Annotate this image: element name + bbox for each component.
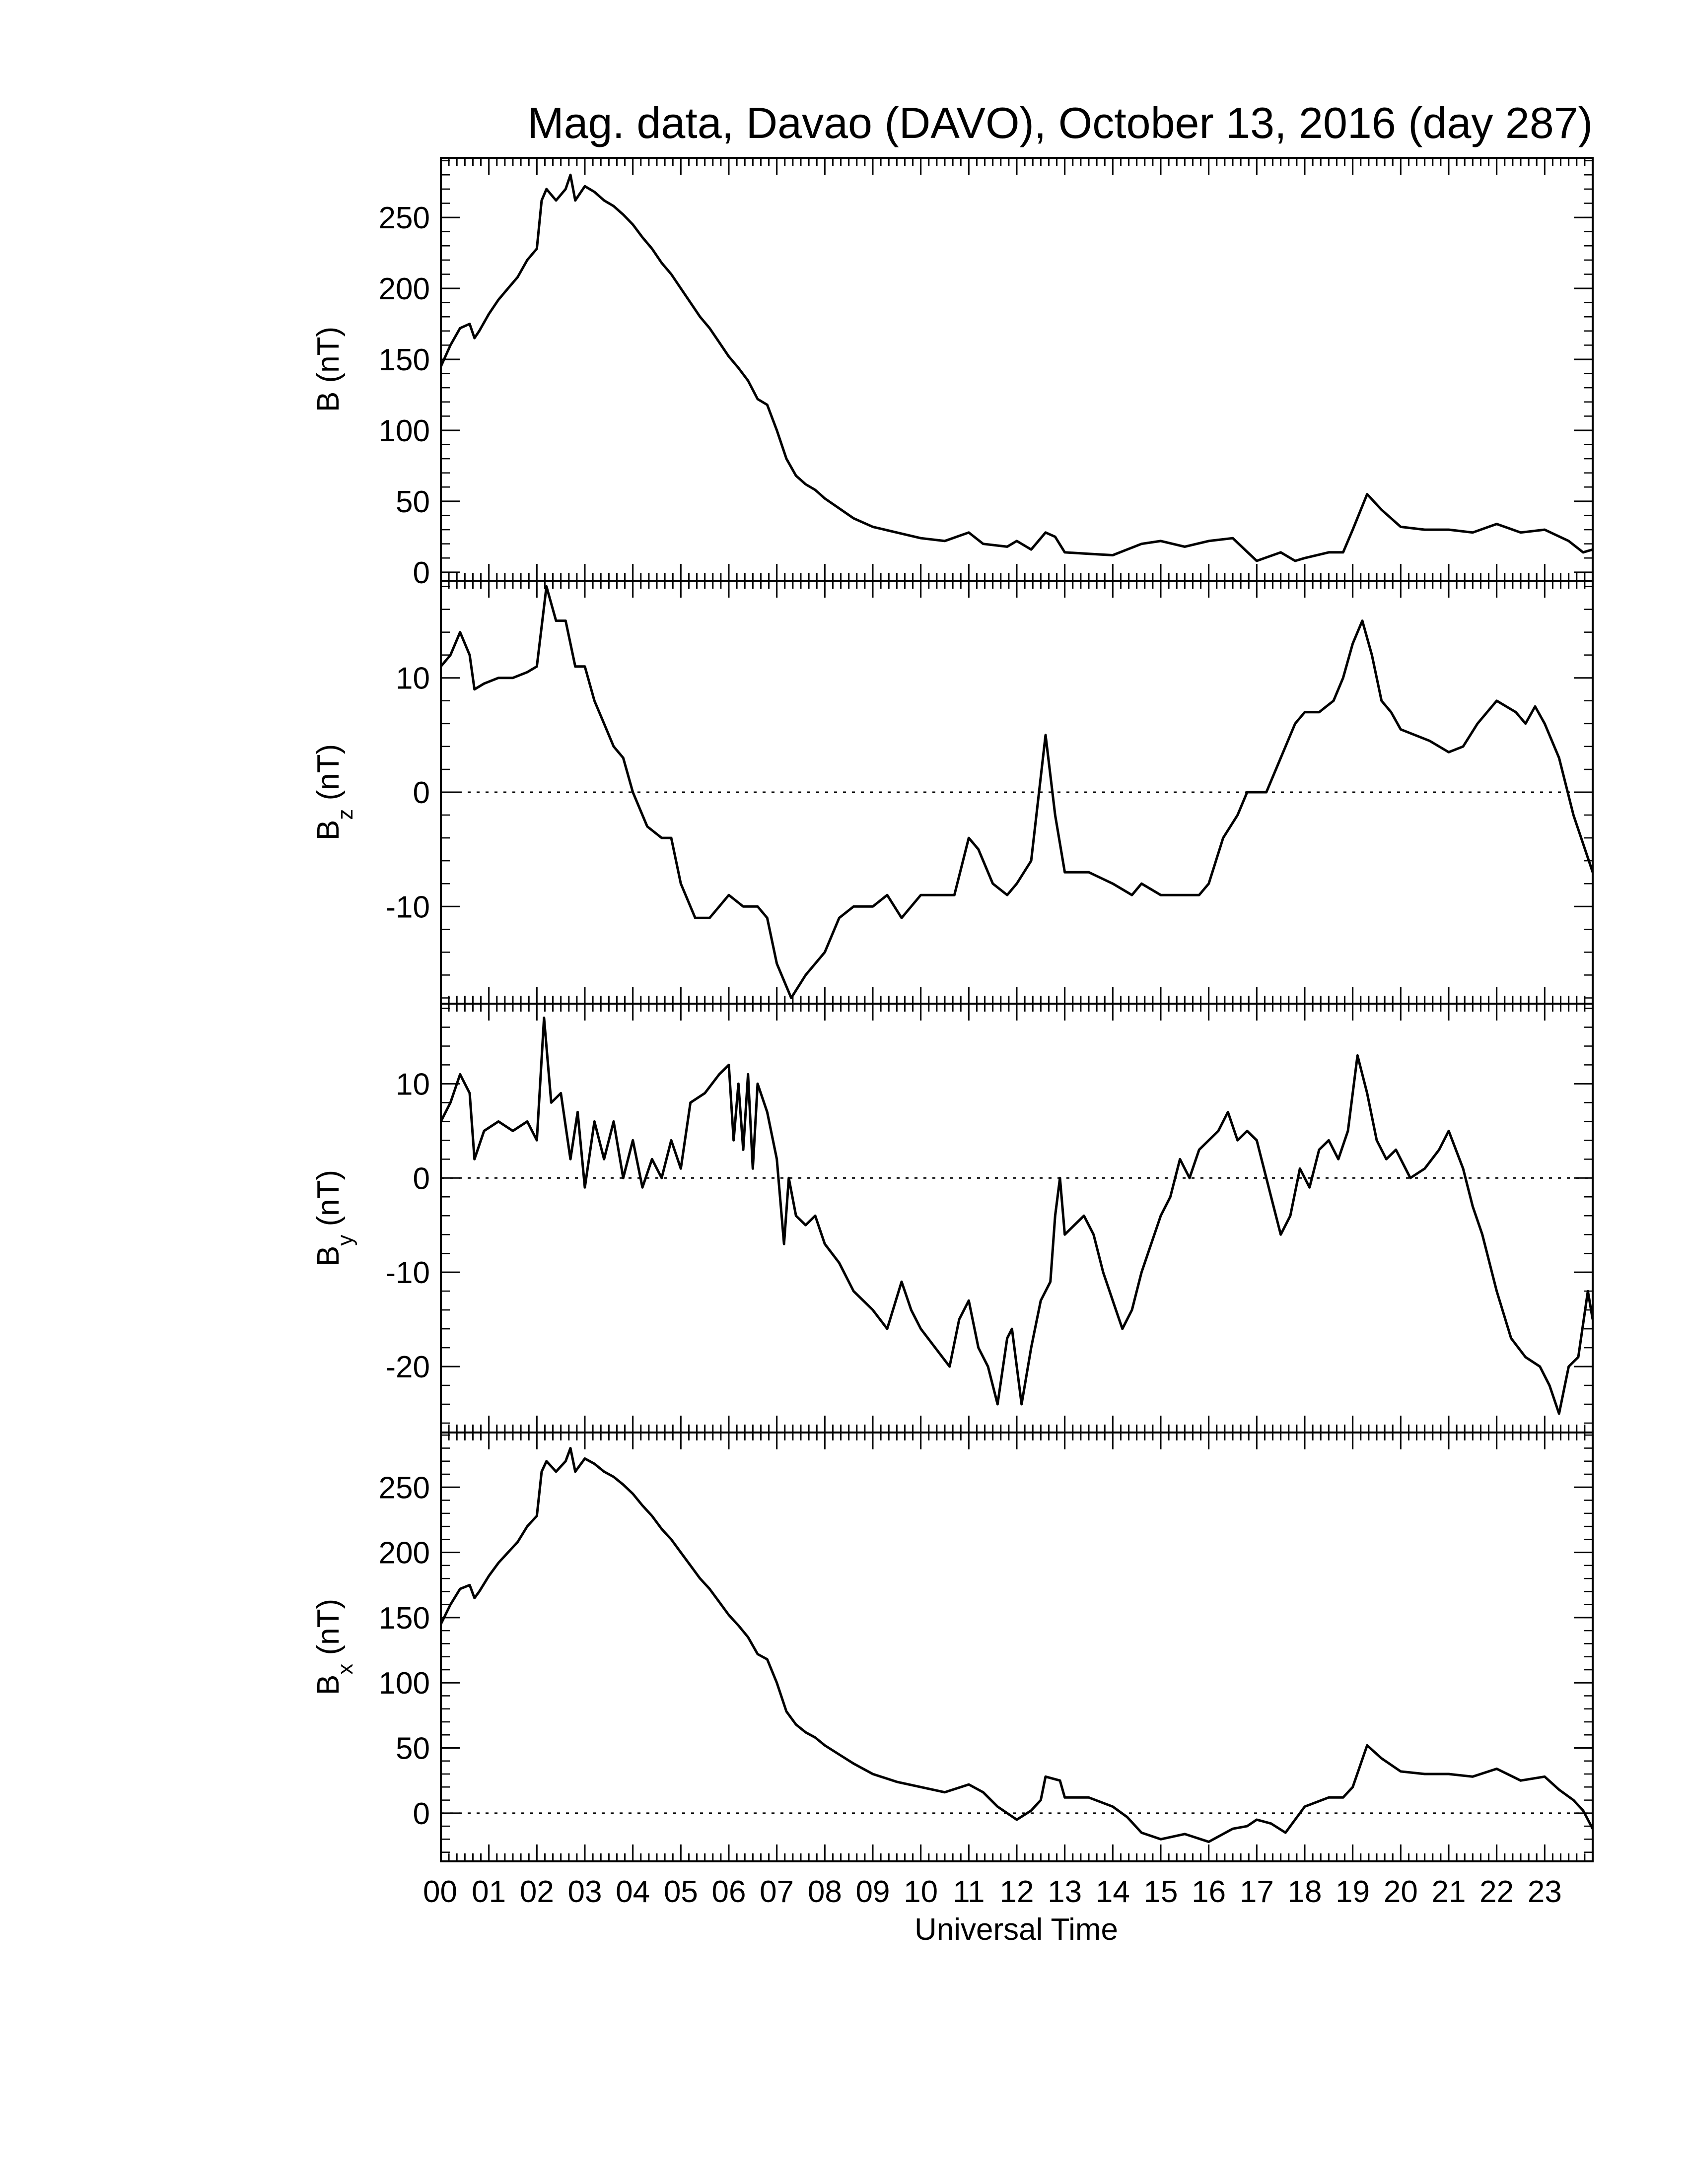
x-tick-label: 16	[1192, 1875, 1226, 1909]
y-tick-label: 0	[413, 1797, 430, 1831]
x-tick-label: 15	[1144, 1875, 1178, 1909]
y-axis-label-Bx: Bx (nT)	[311, 1599, 357, 1695]
series-line-Bx	[439, 1447, 1594, 1843]
y-axis-label-subscript: z	[333, 809, 357, 820]
y-axis-label-Bz: Bz (nT)	[311, 744, 357, 840]
x-tick-label: 20	[1384, 1875, 1418, 1909]
y-tick-label: 200	[379, 1536, 430, 1570]
x-axis-tick-labels: 00 01 02 03 04 05 06 07 08 09 10 11 12 13 14 15 16 17 18 19…	[423, 1875, 1562, 1909]
y-axis-label-unit: (nT)	[311, 327, 346, 392]
y-axis-label-unit: (nT)	[311, 1170, 346, 1235]
x-tick-label: 12	[1000, 1875, 1034, 1909]
y-tick-label: 0	[413, 776, 430, 810]
y-axis-label-B: B (nT)	[311, 327, 346, 412]
x-tick-label: 11	[953, 1875, 985, 1909]
y-tick-label: 150	[379, 343, 430, 377]
y-axis-label-main: B	[311, 1246, 346, 1266]
y-tick-label: 250	[379, 201, 430, 235]
x-tick-label: 04	[616, 1875, 650, 1909]
y-tick-label: 0	[413, 556, 430, 590]
y-tick-label: -20	[385, 1350, 430, 1384]
x-tick-label: 22	[1479, 1875, 1514, 1909]
y-tick-label: 0	[413, 1161, 430, 1196]
y-axis-label-unit: (nT)	[311, 744, 346, 809]
x-tick-label: 14	[1096, 1875, 1130, 1909]
x-tick-label: 13	[1048, 1875, 1082, 1909]
x-tick-label: 06	[712, 1875, 746, 1909]
y-tick-label: 250	[379, 1471, 430, 1505]
x-tick-label: 05	[664, 1875, 698, 1909]
x-tick-label: 01	[472, 1875, 506, 1909]
y-axis-label-unit: (nT)	[311, 1599, 346, 1664]
y-tick-label: 100	[379, 1666, 430, 1701]
x-tick-label: 18	[1288, 1875, 1322, 1909]
y-tick-label: -10	[385, 890, 430, 924]
y-tick-label: 10	[396, 1067, 430, 1101]
x-tick-label: 08	[808, 1875, 842, 1909]
y-axis-label-main: B	[311, 1675, 346, 1695]
panel-Bx: 0 50 100 150 200 250 Bx (nT)	[311, 1432, 1594, 1862]
y-axis-label-main: B	[311, 820, 346, 840]
y-tick-label: -10	[385, 1256, 430, 1290]
series-line-Bz	[440, 585, 1594, 999]
series-line-By	[439, 1017, 1594, 1415]
series-line-B	[439, 173, 1593, 562]
y-tick-label: 50	[396, 485, 430, 519]
y-axis-label-subscript: y	[333, 1235, 357, 1246]
x-tick-label: 10	[904, 1875, 938, 1909]
panel-B: 0 50 100 150 200 250 B (nT)	[311, 157, 1594, 590]
x-tick-label: 17	[1240, 1875, 1274, 1909]
x-axis-label: Universal Time	[914, 1912, 1118, 1947]
y-tick-label: 50	[396, 1732, 430, 1766]
x-tick-label: 02	[520, 1875, 554, 1909]
y-axis-label-subscript: x	[333, 1664, 357, 1675]
y-tick-label: 100	[379, 414, 430, 448]
x-tick-label: 03	[568, 1875, 602, 1909]
chart-title: Mag. data, Davao (DAVO), October 13, 201…	[527, 98, 1593, 147]
y-axis-label-main: B	[311, 392, 346, 412]
y-tick-label: 150	[379, 1601, 430, 1636]
x-tick-label: 21	[1432, 1875, 1466, 1909]
y-tick-label: 10	[396, 662, 430, 696]
x-tick-label: 23	[1528, 1875, 1562, 1909]
x-tick-label: 19	[1336, 1875, 1370, 1909]
x-tick-label: 00	[423, 1875, 457, 1909]
x-tick-label: 07	[760, 1875, 794, 1909]
y-tick-label: 200	[379, 272, 430, 306]
x-tick-label: 09	[856, 1875, 890, 1909]
y-axis-label-By: By (nT)	[311, 1170, 357, 1266]
